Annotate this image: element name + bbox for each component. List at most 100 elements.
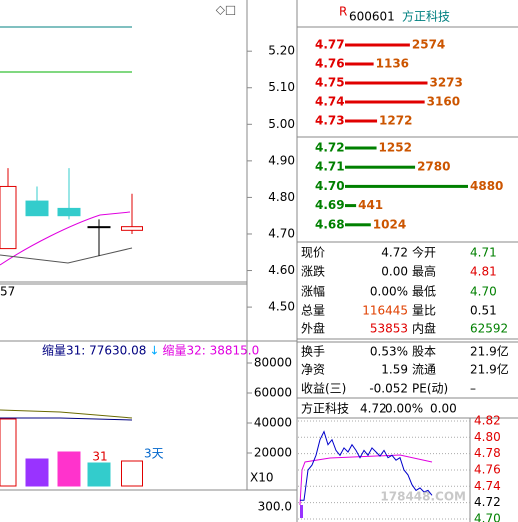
stat-label: 量比 xyxy=(412,304,436,318)
stat-label: 现价 xyxy=(301,246,325,260)
book-price: 4.72 xyxy=(315,141,345,155)
book-price: 4.73 xyxy=(315,114,345,128)
book-price: 4.71 xyxy=(315,160,345,174)
stat-label: 今开 xyxy=(412,245,436,260)
sub-label: 300.0 xyxy=(258,500,292,514)
stat-value: 0.53% xyxy=(370,345,408,359)
volume-bar xyxy=(87,462,111,487)
book-price: 4.77 xyxy=(315,38,345,52)
book-volume: 3273 xyxy=(429,76,462,90)
stat-value: 1.59 xyxy=(381,363,408,377)
book-volume: 2574 xyxy=(412,38,445,52)
y-tick-label: 60000 xyxy=(254,386,292,400)
volume-annotation: 31 xyxy=(92,450,107,464)
y-tick-label: 4.90 xyxy=(268,153,295,167)
stat-value: 0.51 xyxy=(470,304,497,318)
y-tick-label: 4.74 xyxy=(474,479,501,493)
volume-legend: 缩量31: 77630.08 xyxy=(42,343,146,358)
corner-label: 57 xyxy=(0,285,15,299)
ma-line xyxy=(0,247,133,264)
vol-ma xyxy=(0,417,133,421)
book-volume: 1252 xyxy=(379,141,412,155)
mini-title: 4.72 xyxy=(360,402,387,416)
stat-value: 4.70 xyxy=(470,285,497,299)
y-tick-label: 4.70 xyxy=(474,511,501,522)
candle-body xyxy=(57,207,81,217)
book-price: 4.69 xyxy=(315,198,345,212)
stat-value: 62592 xyxy=(470,322,508,336)
y-tick-label: 4.80 xyxy=(474,430,501,444)
y-tick-label: 4.78 xyxy=(474,446,501,460)
book-bar xyxy=(345,100,425,104)
book-bar xyxy=(345,146,377,150)
stat-value: 0.00 xyxy=(381,265,408,279)
stat-label: 总量 xyxy=(301,304,325,318)
stat-value: 4.81 xyxy=(470,265,497,279)
book-volume: 1272 xyxy=(379,114,412,128)
stat-label: 净资 xyxy=(301,363,325,377)
stat-label: 涨幅 xyxy=(301,284,325,299)
y-tick-label: 5.20 xyxy=(268,44,295,58)
volume-bar xyxy=(0,418,17,487)
book-volume: 4880 xyxy=(470,179,503,193)
volume-annotation: 3天 xyxy=(144,447,164,461)
book-volume: 3160 xyxy=(427,95,460,109)
y-tick-label: 4.76 xyxy=(474,462,501,476)
stock-code: 600601 xyxy=(349,10,395,24)
volume-legend: ↓ xyxy=(149,344,159,358)
stat-label: 涨跌 xyxy=(301,264,325,279)
stock-name: 方正科技 xyxy=(402,9,450,24)
unit-label: X10 xyxy=(250,471,274,485)
y-tick-label: 4.72 xyxy=(474,495,501,509)
stat-label: 内盘 xyxy=(412,321,436,336)
y-tick-label: 4.60 xyxy=(268,263,295,277)
volume-bar xyxy=(57,451,81,487)
mini-title: 0.00 xyxy=(430,402,457,416)
avg-line xyxy=(299,454,433,506)
book-bar xyxy=(345,43,410,47)
y-tick-label: 4.50 xyxy=(268,300,295,314)
candle-body xyxy=(25,200,49,217)
y-tick-label: 20000 xyxy=(254,446,292,460)
volume-legend: 缩量32: 38815.0 xyxy=(162,343,259,358)
stat-value: – xyxy=(470,382,476,396)
stat-label: 流通 xyxy=(412,363,436,377)
volume-bar xyxy=(121,460,143,487)
y-tick-label: 40000 xyxy=(254,416,292,430)
book-bar xyxy=(345,62,374,66)
stat-value: -0.052 xyxy=(369,382,408,396)
candle-body xyxy=(121,226,143,231)
book-price: 4.68 xyxy=(315,217,345,231)
book-volume: 2780 xyxy=(417,160,450,174)
stat-label: 收益(三) xyxy=(301,382,346,396)
stat-label: 最低 xyxy=(412,285,436,299)
book-bar xyxy=(345,81,428,85)
stat-value: 21.9亿 xyxy=(470,362,509,377)
stat-label: 外盘 xyxy=(301,321,325,336)
window-icons[interactable]: ◇□ xyxy=(216,3,237,17)
stat-value: 21.9亿 xyxy=(470,344,509,359)
volume-bar xyxy=(25,458,49,487)
y-tick-label: 80000 xyxy=(254,356,292,370)
book-bar xyxy=(345,223,371,227)
mini-title: 0.00% xyxy=(385,402,423,416)
watermark: 178448.COM xyxy=(380,490,466,504)
book-price: 4.70 xyxy=(315,179,345,193)
stat-label: 股本 xyxy=(412,345,436,359)
mini-title: 方正科技 xyxy=(301,401,349,416)
book-bar xyxy=(345,184,468,188)
book-bar xyxy=(345,165,416,169)
candle-body xyxy=(87,226,111,229)
stat-value: 53853 xyxy=(370,322,408,336)
y-tick-label: 4.82 xyxy=(474,413,501,427)
flag: R xyxy=(339,5,347,19)
y-tick-label: 4.70 xyxy=(268,226,295,240)
vol-ma xyxy=(0,409,133,419)
book-bar xyxy=(345,204,357,208)
book-price: 4.74 xyxy=(315,95,345,109)
y-tick-label: 4.80 xyxy=(268,190,295,204)
stat-label: 最高 xyxy=(412,264,436,279)
stat-value: 0.00% xyxy=(370,285,408,299)
